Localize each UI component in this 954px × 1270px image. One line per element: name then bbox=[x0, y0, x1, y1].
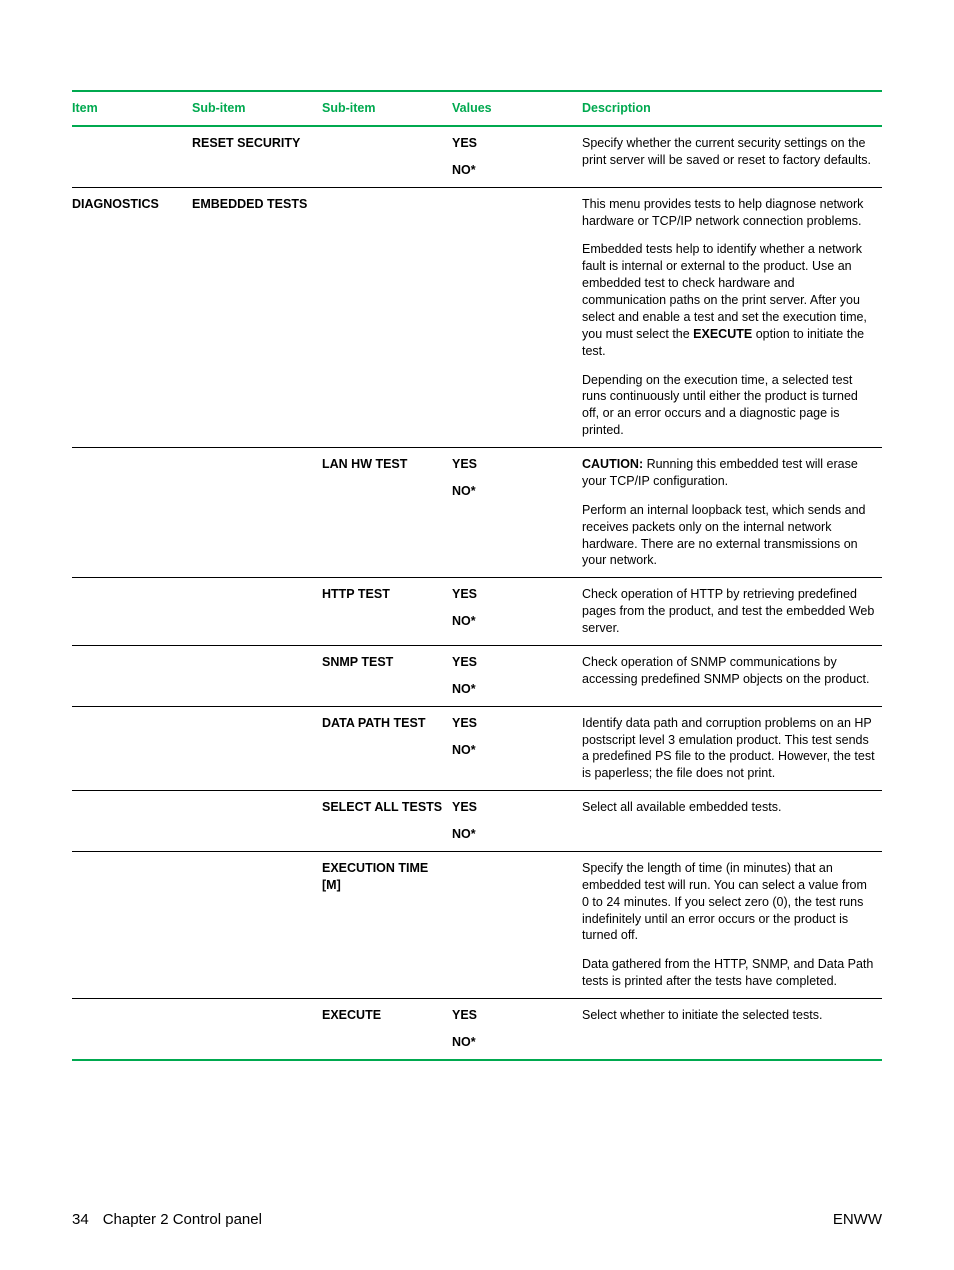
cell-item bbox=[72, 448, 192, 578]
value-yes: YES bbox=[452, 799, 576, 816]
desc-text: Depending on the execution time, a selec… bbox=[582, 372, 876, 440]
value-no: NO* bbox=[452, 613, 576, 630]
cell-sub2: SELECT ALL TESTS bbox=[322, 791, 452, 852]
cell-sub1 bbox=[192, 448, 322, 578]
value-yes: YES bbox=[452, 456, 576, 473]
cell-desc: CAUTION: Running this embedded test will… bbox=[582, 448, 882, 578]
value-no: NO* bbox=[452, 483, 576, 500]
value-yes: YES bbox=[452, 715, 576, 732]
header-desc: Description bbox=[582, 91, 882, 126]
chapter-title: Chapter 2 Control panel bbox=[103, 1211, 262, 1228]
cell-desc: Identify data path and corruption proble… bbox=[582, 706, 882, 791]
cell-sub1 bbox=[192, 999, 322, 1060]
value-yes: YES bbox=[452, 654, 576, 671]
cell-sub2 bbox=[322, 126, 452, 187]
header-values: Values bbox=[452, 91, 582, 126]
value-yes: YES bbox=[452, 1007, 576, 1024]
table-row: EXECUTE YES NO* Select whether to initia… bbox=[72, 999, 882, 1060]
cell-sub2: DATA PATH TEST bbox=[322, 706, 452, 791]
header-item: Item bbox=[72, 91, 192, 126]
cell-sub1: RESET SECURITY bbox=[192, 126, 322, 187]
cell-item bbox=[72, 126, 192, 187]
cell-item: DIAGNOSTICS bbox=[72, 187, 192, 447]
caution-label: CAUTION: bbox=[582, 457, 643, 471]
cell-sub2: HTTP TEST bbox=[322, 578, 452, 646]
table-row: SELECT ALL TESTS YES NO* Select all avai… bbox=[72, 791, 882, 852]
cell-item bbox=[72, 645, 192, 706]
header-sub1: Sub-item bbox=[192, 91, 322, 126]
table-row: DIAGNOSTICS EMBEDDED TESTS This menu pro… bbox=[72, 187, 882, 447]
cell-sub2: EXECUTION TIME [M] bbox=[322, 851, 452, 998]
cell-sub2 bbox=[322, 187, 452, 447]
desc-caution: CAUTION: Running this embedded test will… bbox=[582, 456, 876, 490]
value-yes: YES bbox=[452, 586, 576, 603]
desc-text: Select whether to initiate the selected … bbox=[582, 1007, 876, 1024]
cell-sub2: EXECUTE bbox=[322, 999, 452, 1060]
desc-text: Specify the length of time (in minutes) … bbox=[582, 860, 876, 944]
desc-text: This menu provides tests to help diagnos… bbox=[582, 196, 876, 230]
cell-sub1 bbox=[192, 645, 322, 706]
cell-item bbox=[72, 791, 192, 852]
header-row: Item Sub-item Sub-item Values Descriptio… bbox=[72, 91, 882, 126]
cell-desc: Check operation of SNMP communications b… bbox=[582, 645, 882, 706]
cell-sub1 bbox=[192, 791, 322, 852]
cell-values: YES NO* bbox=[452, 645, 582, 706]
table-row: DATA PATH TEST YES NO* Identify data pat… bbox=[72, 706, 882, 791]
cell-sub1 bbox=[192, 706, 322, 791]
cell-sub1: EMBEDDED TESTS bbox=[192, 187, 322, 447]
table-row: LAN HW TEST YES NO* CAUTION: Running thi… bbox=[72, 448, 882, 578]
cell-desc: Select whether to initiate the selected … bbox=[582, 999, 882, 1060]
cell-desc: Check operation of HTTP by retrieving pr… bbox=[582, 578, 882, 646]
cell-values: YES NO* bbox=[452, 448, 582, 578]
cell-sub2: LAN HW TEST bbox=[322, 448, 452, 578]
value-no: NO* bbox=[452, 681, 576, 698]
cell-values: YES NO* bbox=[452, 791, 582, 852]
cell-desc: This menu provides tests to help diagnos… bbox=[582, 187, 882, 447]
cell-item bbox=[72, 706, 192, 791]
desc-text: Embedded tests help to identify whether … bbox=[582, 241, 876, 359]
footer-right: ENWW bbox=[833, 1211, 882, 1228]
value-yes: YES bbox=[452, 135, 576, 152]
cell-item bbox=[72, 999, 192, 1060]
document-page: Item Sub-item Sub-item Values Descriptio… bbox=[0, 0, 954, 1270]
desc-text: Specify whether the current security set… bbox=[582, 135, 876, 169]
cell-desc: Specify whether the current security set… bbox=[582, 126, 882, 187]
cell-sub2: SNMP TEST bbox=[322, 645, 452, 706]
cell-values: YES NO* bbox=[452, 999, 582, 1060]
table-row: HTTP TEST YES NO* Check operation of HTT… bbox=[72, 578, 882, 646]
value-no: NO* bbox=[452, 742, 576, 759]
menu-table: Item Sub-item Sub-item Values Descriptio… bbox=[72, 90, 882, 1061]
cell-values bbox=[452, 187, 582, 447]
cell-sub1 bbox=[192, 851, 322, 998]
desc-text: Identify data path and corruption proble… bbox=[582, 715, 876, 783]
desc-text: Select all available embedded tests. bbox=[582, 799, 876, 816]
cell-desc: Specify the length of time (in minutes) … bbox=[582, 851, 882, 998]
desc-bold: EXECUTE bbox=[693, 327, 752, 341]
page-footer: 34 Chapter 2 Control panel ENWW bbox=[72, 1211, 882, 1228]
table-row: RESET SECURITY YES NO* Specify whether t… bbox=[72, 126, 882, 187]
value-no: NO* bbox=[452, 1034, 576, 1051]
table-row: EXECUTION TIME [M] Specify the length of… bbox=[72, 851, 882, 998]
desc-text: Data gathered from the HTTP, SNMP, and D… bbox=[582, 956, 876, 990]
cell-sub1 bbox=[192, 578, 322, 646]
value-no: NO* bbox=[452, 162, 576, 179]
cell-item bbox=[72, 578, 192, 646]
table-row: SNMP TEST YES NO* Check operation of SNM… bbox=[72, 645, 882, 706]
cell-values bbox=[452, 851, 582, 998]
footer-left: 34 Chapter 2 Control panel bbox=[72, 1211, 262, 1228]
cell-values: YES NO* bbox=[452, 126, 582, 187]
cell-values: YES NO* bbox=[452, 578, 582, 646]
desc-text: Perform an internal loopback test, which… bbox=[582, 502, 876, 570]
desc-text: Check operation of HTTP by retrieving pr… bbox=[582, 586, 876, 637]
cell-item bbox=[72, 851, 192, 998]
header-sub2: Sub-item bbox=[322, 91, 452, 126]
cell-values: YES NO* bbox=[452, 706, 582, 791]
cell-desc: Select all available embedded tests. bbox=[582, 791, 882, 852]
page-number: 34 bbox=[72, 1211, 89, 1228]
value-no: NO* bbox=[452, 826, 576, 843]
desc-text: Check operation of SNMP communications b… bbox=[582, 654, 876, 688]
